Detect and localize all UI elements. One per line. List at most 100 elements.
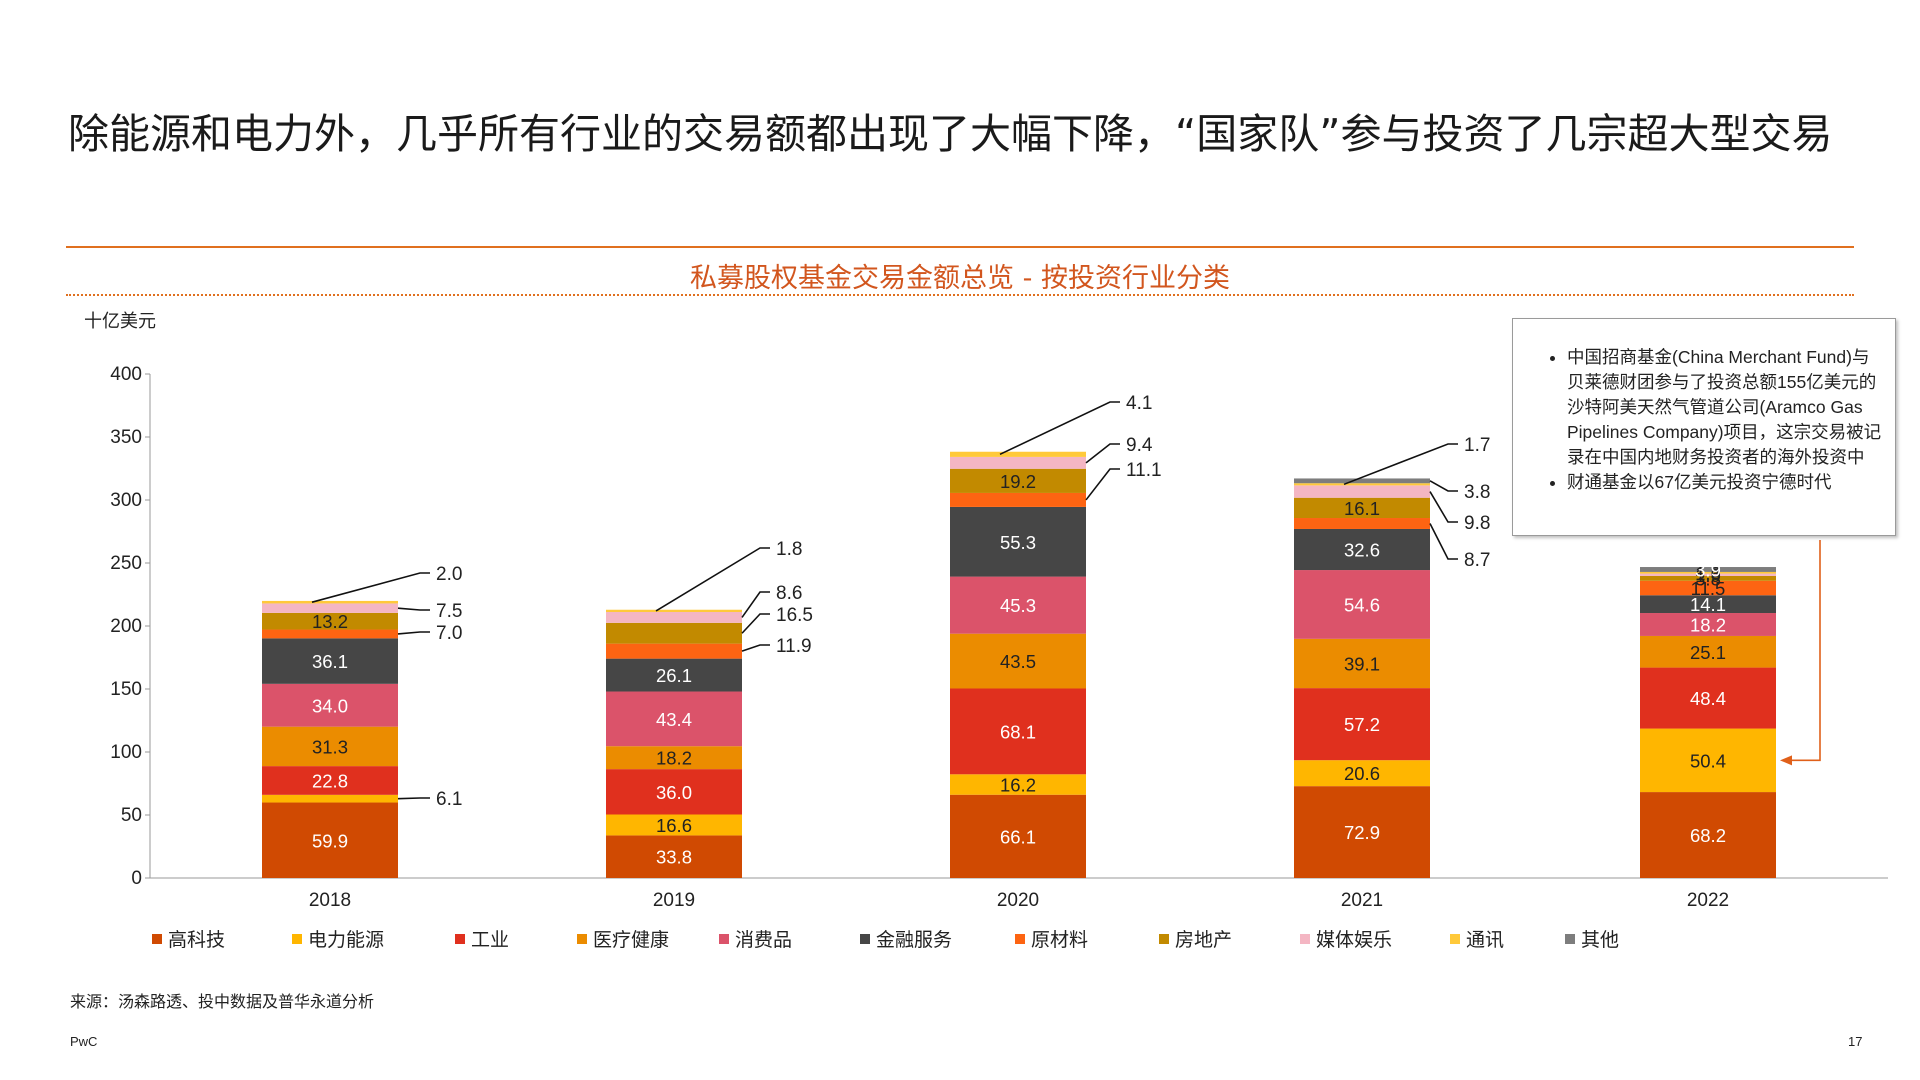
y-tick-label: 200 bbox=[110, 616, 142, 637]
legend-label: 其他 bbox=[1581, 929, 1620, 951]
data-label: 14.1 bbox=[1690, 594, 1726, 615]
bar-segment bbox=[1294, 688, 1430, 761]
bar-segment bbox=[950, 456, 1086, 469]
bar-segment bbox=[1640, 667, 1776, 729]
callout-label: 1.8 bbox=[776, 539, 802, 560]
data-label: 50.4 bbox=[1690, 750, 1726, 771]
callout-label: 2.0 bbox=[436, 564, 462, 585]
slide-title: 除能源和电力外，几乎所有行业的交易额都出现了大幅下降，“国家队”参与投资了几宗超… bbox=[68, 110, 1833, 158]
bar-segment bbox=[950, 774, 1086, 795]
bar-segment bbox=[950, 576, 1086, 634]
callout-leader-line bbox=[655, 547, 770, 612]
legend-item: 消费品 bbox=[719, 925, 860, 952]
callout-leader-line bbox=[397, 631, 430, 635]
legend-swatch bbox=[152, 933, 162, 944]
data-label: 34.0 bbox=[312, 695, 348, 716]
callout-label: 9.8 bbox=[1464, 513, 1490, 534]
bar-segment bbox=[606, 609, 742, 613]
page-number: 17 bbox=[1848, 1034, 1863, 1049]
bar-segment bbox=[262, 612, 398, 630]
bar-segment bbox=[950, 794, 1086, 878]
bar-segment bbox=[950, 451, 1086, 457]
y-tick-label: 250 bbox=[110, 553, 142, 574]
bar-segment bbox=[1294, 497, 1430, 519]
data-label: 36.1 bbox=[312, 651, 348, 672]
data-label: 16.6 bbox=[656, 815, 692, 836]
legend-swatch bbox=[860, 933, 870, 944]
bar-segment bbox=[262, 683, 398, 727]
bar-segment bbox=[1294, 518, 1430, 529]
legend-swatch bbox=[1159, 933, 1169, 944]
data-label: 13.2 bbox=[312, 611, 348, 632]
legend-item: 金融服务 bbox=[860, 925, 1015, 952]
callout-leader-line bbox=[1085, 443, 1120, 464]
bar-segment bbox=[1640, 728, 1776, 793]
legend-swatch bbox=[719, 933, 729, 944]
data-label: 68.2 bbox=[1690, 825, 1726, 846]
bar-segment bbox=[606, 769, 742, 815]
bar-segment bbox=[262, 600, 398, 604]
legend-swatch bbox=[1300, 933, 1310, 944]
y-tick-label: 400 bbox=[110, 364, 142, 385]
data-label: 36.0 bbox=[656, 782, 692, 803]
dotted-rule bbox=[66, 294, 1854, 296]
bar-segment bbox=[262, 603, 398, 613]
callout-label: 7.5 bbox=[436, 601, 462, 622]
legend-label: 原材料 bbox=[1031, 929, 1089, 951]
callout-leader-line bbox=[1343, 443, 1458, 486]
bar-segment bbox=[1640, 580, 1776, 596]
bar-segment bbox=[606, 835, 742, 878]
footer-brand: PwC bbox=[70, 1034, 98, 1049]
legend-swatch bbox=[577, 933, 587, 944]
y-tick-label: 50 bbox=[121, 805, 142, 826]
bar-segment bbox=[1294, 528, 1430, 571]
bar-segment bbox=[606, 814, 742, 836]
data-label: 33.8 bbox=[656, 847, 692, 868]
bar-segment bbox=[1640, 635, 1776, 668]
data-label: 22.8 bbox=[312, 770, 348, 791]
callout-leader-line bbox=[1429, 480, 1458, 492]
bar-segment bbox=[1294, 478, 1430, 484]
data-label: 3.9 bbox=[1695, 559, 1721, 580]
y-tick-label: 0 bbox=[131, 868, 142, 889]
bar-segment bbox=[950, 468, 1086, 493]
data-label: 1.3 bbox=[1695, 563, 1721, 584]
data-label: 39.1 bbox=[1344, 653, 1380, 674]
chart-legend: 高科技 电力能源 工业 医疗健康 消费品 金融服务 原材料 房地产 媒体娱乐 通讯 其他 bbox=[152, 925, 1645, 952]
x-tick-label: 2021 bbox=[1341, 890, 1383, 911]
callout-label: 6.1 bbox=[436, 789, 462, 810]
callout-leader-line bbox=[311, 572, 430, 603]
legend-swatch bbox=[455, 933, 465, 944]
legend-item: 电力能源 bbox=[292, 925, 455, 952]
data-label: 3.8 bbox=[1695, 568, 1721, 589]
legend-label: 通讯 bbox=[1466, 929, 1505, 951]
callout-label: 16.5 bbox=[776, 605, 813, 626]
source-note: 来源：汤森路透、投中数据及普华永道分析 bbox=[70, 992, 375, 1011]
callout-leader-line bbox=[741, 644, 770, 652]
callout-label: 3.8 bbox=[1464, 482, 1490, 503]
bar-segment bbox=[1640, 792, 1776, 878]
bar-segment bbox=[262, 629, 398, 639]
data-label: 18.2 bbox=[1690, 614, 1726, 635]
legend-swatch bbox=[1015, 933, 1025, 944]
legend-label: 高科技 bbox=[168, 929, 226, 951]
data-label: 20.6 bbox=[1344, 763, 1380, 784]
bar-segment bbox=[606, 658, 742, 692]
callout-label: 8.6 bbox=[776, 583, 802, 604]
data-label: 31.3 bbox=[312, 736, 348, 757]
legend-item: 媒体娱乐 bbox=[1300, 925, 1450, 952]
callout-label: 1.7 bbox=[1464, 435, 1490, 456]
data-label: 18.2 bbox=[656, 748, 692, 769]
bar-segment bbox=[950, 633, 1086, 689]
callout-leader-line bbox=[1429, 491, 1458, 523]
legend-item: 通讯 bbox=[1450, 925, 1565, 952]
bar-segment bbox=[606, 746, 742, 770]
legend-item: 医疗健康 bbox=[577, 925, 719, 952]
annotation-arrow-head bbox=[1780, 755, 1792, 766]
callout-leader-line bbox=[397, 797, 430, 800]
data-label: 16.2 bbox=[1000, 775, 1036, 796]
bar-segment bbox=[1640, 613, 1776, 636]
bar-segment bbox=[606, 643, 742, 659]
x-tick-label: 2020 bbox=[997, 890, 1039, 911]
legend-swatch bbox=[1565, 933, 1575, 944]
